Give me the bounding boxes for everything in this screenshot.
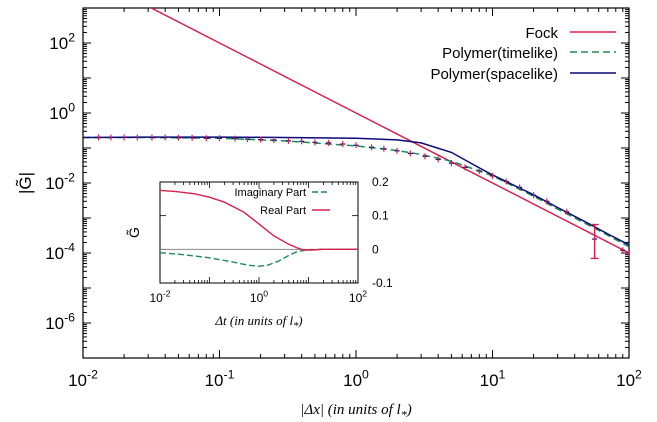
y-tick-label: 10-6 xyxy=(45,310,75,333)
inset-y-tick-label: 0.1 xyxy=(372,209,389,223)
x-tick-label: 102 xyxy=(616,367,642,390)
y-tick-label: 100 xyxy=(49,100,75,123)
x-tick-label: 10-2 xyxy=(68,367,98,390)
inset-y-axis-label: G̃ xyxy=(126,227,142,238)
inset-legend-label: Imaginary Part xyxy=(234,187,306,199)
legend-label: Fock xyxy=(525,25,558,42)
y-axis-label: |G̃| xyxy=(15,172,35,194)
inset-legend-label: Real Part xyxy=(260,205,306,217)
x-tick-label: 10-1 xyxy=(205,367,235,390)
x-tick-label: 100 xyxy=(343,367,369,390)
inset-y-tick-label: 0 xyxy=(372,242,379,256)
inset-y-tick-label: -0.1 xyxy=(372,276,393,290)
legend-label: Polymer(spacelike) xyxy=(430,66,558,83)
x-axis-label: |Δx| (in units of l*) xyxy=(300,402,411,422)
y-tick-label: 10-2 xyxy=(45,170,75,193)
inset-y-tick-label: 0.2 xyxy=(372,175,389,189)
y-tick-label: 102 xyxy=(49,30,75,53)
y-tick-label: 10-4 xyxy=(45,240,75,263)
legend-label: Polymer(timelike) xyxy=(442,45,558,62)
x-tick-label: 101 xyxy=(480,367,506,390)
